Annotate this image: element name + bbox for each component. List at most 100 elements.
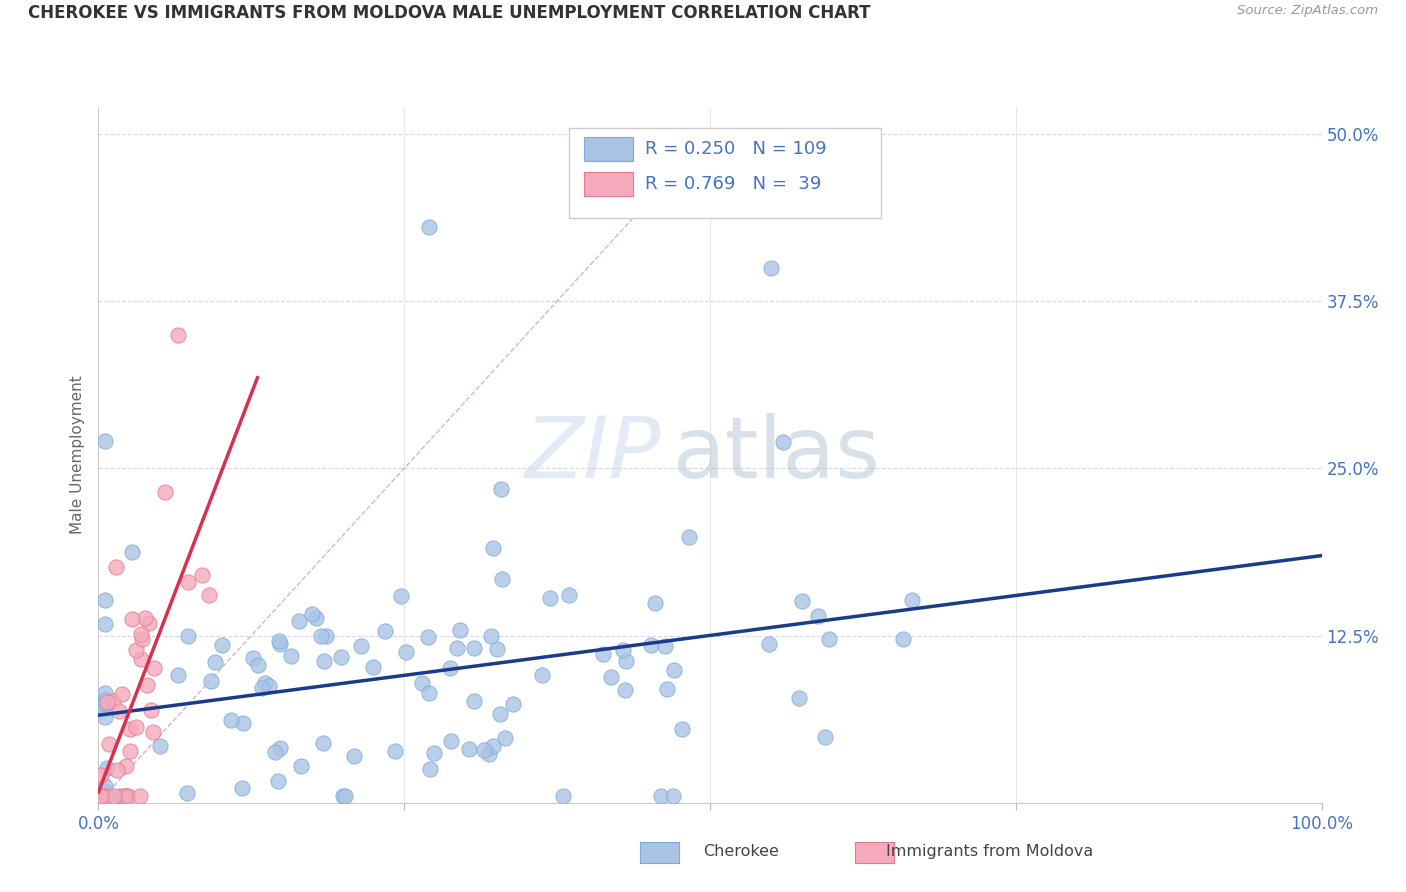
Bar (583, 172, 633, 196)
Point (120, 744, 142, 758)
Point (678, 530, 700, 544)
Point (117, 789, 139, 803)
Point (242, 650, 264, 665)
Point (125, 643, 148, 657)
Point (90, 789, 112, 803)
Point (93, 617, 115, 632)
Point (440, 734, 463, 748)
Point (93, 789, 115, 803)
Point (330, 649, 353, 664)
Point (197, 589, 219, 603)
Point (439, 661, 461, 675)
Point (211, 639, 233, 653)
Point (219, 713, 242, 727)
Point (280, 649, 302, 664)
Point (129, 652, 152, 666)
Point (312, 654, 335, 668)
Point (121, 544, 143, 558)
Point (142, 724, 165, 739)
Point (384, 744, 406, 758)
Point (112, 789, 135, 803)
Point (814, 730, 837, 744)
Point (94, 789, 117, 803)
Point (108, 704, 131, 718)
Point (93, 709, 115, 723)
Point (149, 739, 172, 753)
Point (315, 630, 337, 644)
Point (489, 707, 512, 722)
Point (901, 593, 924, 607)
Point (482, 541, 505, 555)
Point (494, 731, 516, 745)
Point (96, 760, 118, 774)
Point (167, 668, 190, 682)
Point (662, 789, 685, 803)
Point (472, 743, 495, 757)
Point (553, 789, 575, 803)
Point (614, 654, 637, 668)
Point (531, 668, 554, 682)
Point (93, 692, 115, 706)
Point (333, 789, 356, 803)
Point (93, 696, 115, 710)
Point (250, 681, 273, 695)
Point (361, 659, 384, 673)
Point (232, 716, 254, 731)
Point (290, 758, 312, 772)
Text: ZIP: ZIP (524, 413, 661, 497)
Point (90, 768, 112, 782)
Point (121, 612, 143, 626)
Point (287, 614, 309, 628)
Point (671, 722, 693, 736)
Point (491, 572, 513, 586)
Point (416, 630, 439, 644)
Point (90, 789, 112, 803)
Point (129, 627, 152, 641)
Point (481, 629, 503, 643)
Point (640, 638, 662, 652)
Point (191, 568, 214, 582)
Point (93, 789, 115, 803)
Point (141, 703, 163, 717)
Point (332, 789, 354, 803)
Point (153, 485, 176, 500)
Point (343, 748, 366, 763)
Point (502, 697, 524, 711)
Point (891, 632, 914, 646)
Text: CHEROKEE VS IMMIGRANTS FROM MOLDOVA MALE UNEMPLOYMENT CORRELATION CHART: CHEROKEE VS IMMIGRANTS FROM MOLDOVA MALE… (28, 4, 870, 22)
Point (105, 763, 128, 777)
Point (655, 681, 678, 696)
Point (93, 592, 115, 607)
Point (90, 789, 112, 803)
Point (267, 774, 290, 789)
Text: R = 0.769   N =  39: R = 0.769 N = 39 (645, 175, 821, 193)
Point (93, 701, 115, 715)
Point (772, 434, 794, 449)
Point (458, 742, 481, 756)
Point (463, 640, 485, 655)
Point (231, 780, 253, 795)
Point (177, 575, 200, 590)
Point (418, 685, 440, 699)
Point (312, 736, 335, 750)
Point (200, 674, 222, 689)
Point (418, 220, 440, 235)
Text: Immigrants from Moldova: Immigrants from Moldova (886, 845, 1092, 859)
Point (246, 658, 269, 673)
Point (411, 676, 433, 690)
Point (134, 611, 156, 625)
Point (125, 720, 148, 734)
Point (103, 694, 125, 708)
Point (389, 589, 412, 603)
Bar (583, 137, 633, 161)
Point (93, 434, 115, 448)
Point (491, 482, 513, 496)
Point (481, 739, 503, 753)
Point (128, 789, 150, 803)
Point (98, 738, 121, 752)
Point (131, 632, 153, 646)
Point (654, 639, 676, 653)
Point (93, 789, 115, 803)
Point (93, 789, 115, 803)
Point (374, 624, 396, 639)
